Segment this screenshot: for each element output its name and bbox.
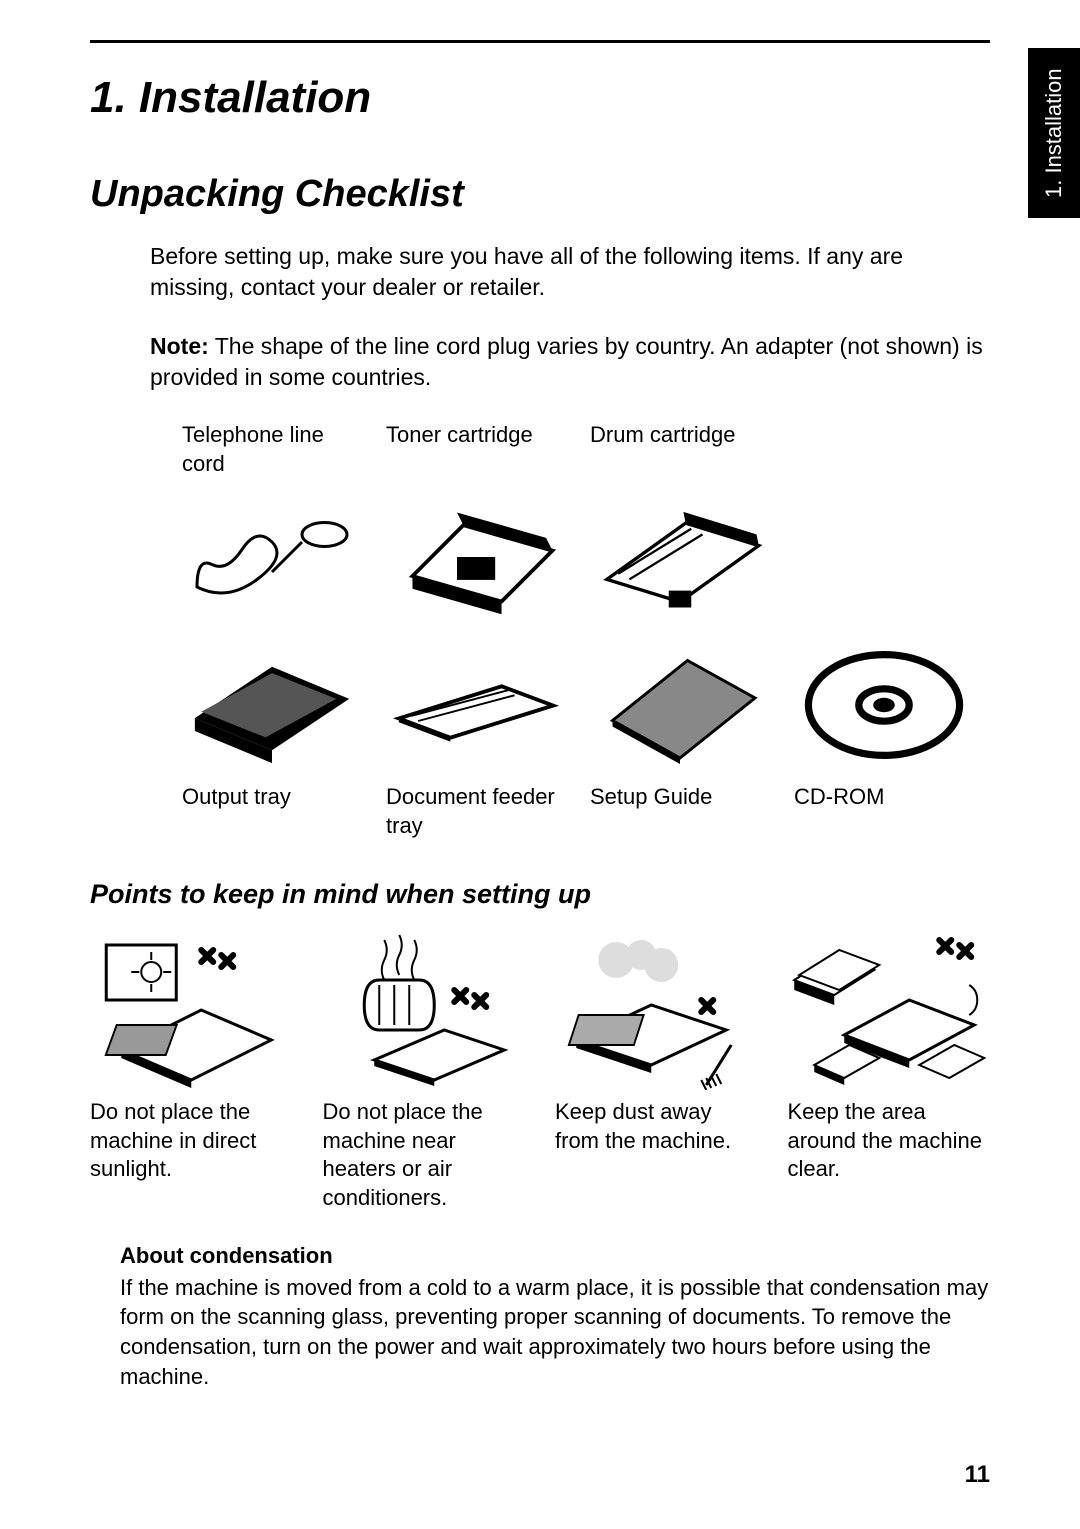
tip: Keep the area around the machine clear. (788, 930, 991, 1212)
items-grid: Telephone line cord Toner cartridge Drum… (182, 421, 990, 841)
item-label: Setup Guide (590, 783, 770, 841)
sunlight-warning-icon (90, 930, 293, 1090)
condensation-text: If the machine is moved from a cold to a… (120, 1273, 990, 1392)
intro-text: Before setting up, make sure you have al… (150, 241, 990, 303)
section-title: Unpacking Checklist (90, 173, 990, 216)
tip-label: Keep dust away from the machine. (555, 1098, 758, 1155)
tip-label: Keep the area around the machine clear. (788, 1098, 991, 1184)
drum-cartridge-icon (590, 487, 770, 627)
subsection-title: Points to keep in mind when setting up (90, 879, 990, 910)
tip-label: Do not place the machine near heaters or… (323, 1098, 526, 1212)
note-body: The shape of the line cord plug varies b… (150, 333, 983, 390)
item-label: CD-ROM (794, 783, 974, 841)
tips-grid: Do not place the machine in direct sunli… (90, 930, 990, 1212)
item-label: Telephone line cord (182, 421, 362, 479)
tip: Do not place the machine near heaters or… (323, 930, 526, 1212)
side-tab: 1. Installation (1028, 48, 1080, 218)
item-label: Toner cartridge (386, 421, 566, 479)
output-tray-icon (182, 635, 362, 775)
item-label: Document feeder tray (386, 783, 566, 841)
toner-cartridge-icon (386, 487, 566, 627)
item-label: Drum cartridge (590, 421, 770, 479)
note-label: Note: (150, 333, 209, 359)
chapter-title: 1. Installation (90, 73, 990, 123)
tip-label: Do not place the machine in direct sunli… (90, 1098, 293, 1184)
setup-guide-icon (590, 635, 770, 775)
tip: Do not place the machine in direct sunli… (90, 930, 293, 1212)
top-rule (90, 40, 990, 43)
condensation-heading: About condensation (120, 1243, 990, 1269)
tip: Keep dust away from the machine. (555, 930, 758, 1212)
item-label: Output tray (182, 783, 362, 841)
note-text: Note: The shape of the line cord plug va… (150, 331, 990, 393)
cdrom-icon (794, 635, 974, 775)
dust-warning-icon (555, 930, 758, 1090)
clear-area-warning-icon (788, 930, 991, 1090)
telephone-cord-icon (182, 487, 362, 627)
heater-warning-icon (323, 930, 526, 1090)
page-number: 11 (965, 1461, 990, 1489)
feeder-tray-icon (386, 635, 566, 775)
